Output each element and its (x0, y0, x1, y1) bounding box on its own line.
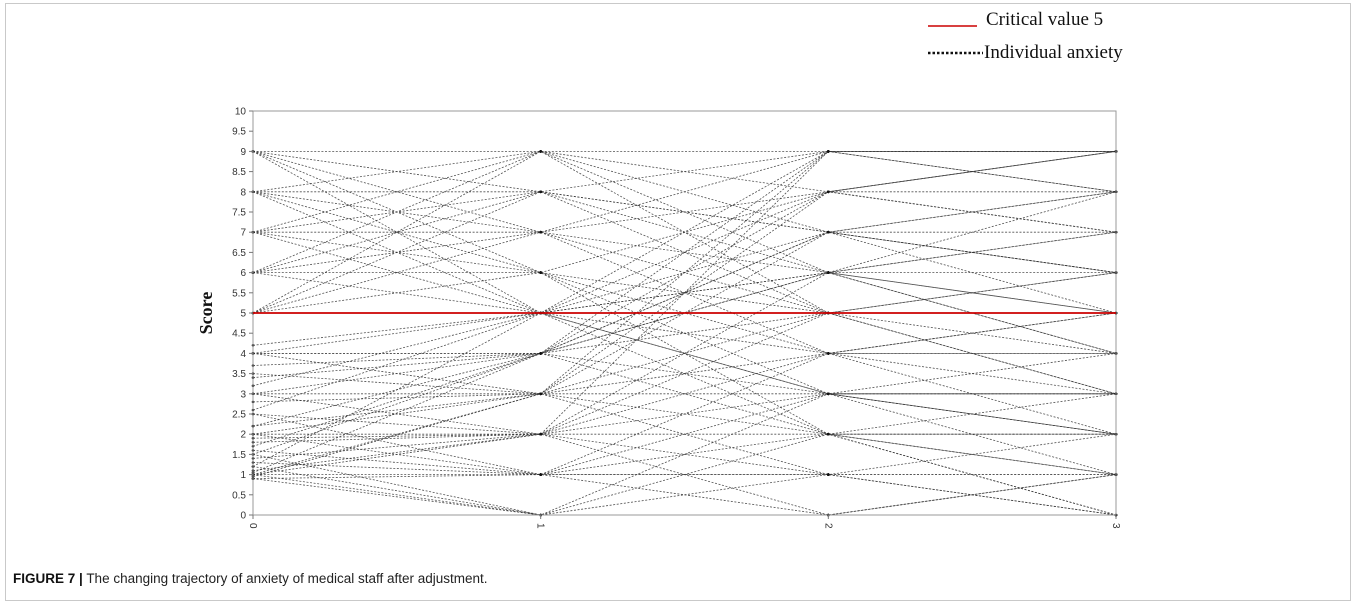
y-tick-label: 0 (240, 511, 246, 522)
trajectory-point (539, 352, 542, 355)
figure-caption-label: FIGURE 7 | (13, 571, 83, 586)
trajectory-point (827, 230, 830, 234)
trajectory-line (252, 466, 1117, 516)
trajectory-line (252, 312, 1117, 435)
trajectory-line (252, 413, 1116, 435)
trajectory-line (252, 231, 1117, 475)
trajectory-point (827, 392, 830, 396)
y-tick-label: 3 (240, 389, 246, 400)
y-tick-label: 7.5 (232, 208, 246, 219)
trajectory-point (539, 271, 542, 274)
trajectory-point (539, 230, 542, 234)
trajectory-line (252, 272, 1117, 427)
trajectory-line (252, 413, 1116, 516)
x-tick-label: 1 (535, 523, 546, 529)
trajectory-line (252, 454, 1116, 516)
y-tick-label: 9 (240, 147, 246, 158)
y-tick-label: 4 (240, 349, 246, 360)
y-tick-label: 8.5 (232, 167, 246, 178)
y-tick-label: 5.5 (232, 288, 246, 299)
y-tick-label: 2.5 (232, 410, 246, 421)
trajectory-point (539, 392, 542, 396)
trajectory-point (539, 473, 542, 476)
plot-layer (251, 150, 1118, 517)
y-tick-label: 10 (235, 107, 247, 118)
trajectory-line (252, 191, 1117, 459)
y-tick-label: 8 (240, 187, 246, 198)
y-tick-label: 3.5 (232, 369, 246, 380)
y-tick-label: 6.5 (232, 248, 246, 259)
y-tick-label: 2 (240, 430, 246, 441)
trajectory-point (827, 473, 830, 476)
trajectory-point (827, 271, 830, 274)
trajectory-line (252, 312, 1117, 471)
legend: Critical value 5 Individual anxiety (928, 9, 1123, 63)
trajectory-line (253, 312, 1117, 435)
y-tick-label: 9.5 (232, 127, 246, 138)
trajectory-line (253, 151, 1117, 233)
x-tick-label: 0 (247, 523, 258, 529)
trajectory-point (827, 150, 830, 153)
y-axis-label: Score (196, 292, 216, 335)
legend-critical-label: Critical value 5 (986, 9, 1103, 30)
trajectory-point (539, 432, 542, 436)
y-tick-label: 5 (240, 309, 246, 320)
trajectory-line (252, 231, 1116, 378)
trajectory-line (252, 272, 1116, 346)
legend-individual-label: Individual anxiety (984, 42, 1123, 63)
y-tick-label: 1.5 (232, 450, 246, 461)
trajectory-line (252, 151, 1117, 427)
axis-layer: 0 0.5 1 1.5 2 2.5 3 3.5 4 4.5 5 5.5 6 6.5 7 7.5 8 8.5 9 9.5… (232, 107, 1121, 530)
trajectory-point (827, 432, 830, 436)
trajectory-line (252, 393, 1117, 476)
trajectory-line (252, 191, 1117, 467)
figure-frame (5, 3, 1351, 601)
trajectory-line (252, 150, 1116, 455)
x-tick-label: 3 (1110, 523, 1121, 529)
y-tick-label: 6 (240, 268, 246, 279)
y-tick-label: 1 (240, 470, 246, 481)
trajectory-point (827, 352, 830, 355)
trajectory-line (252, 150, 1116, 477)
trajectory-line (252, 150, 1117, 314)
y-tick-label: 4.5 (232, 329, 246, 340)
figure-caption: FIGURE 7 | The changing trajectory of an… (13, 571, 488, 586)
trajectory-point (539, 190, 542, 194)
chart: 0 0.5 1 1.5 2 2.5 3 3.5 4 4.5 5 5.5 6 6.5 7 7.5 8 8.5 9 9.5… (196, 9, 1123, 530)
x-tick-label: 2 (822, 523, 833, 529)
y-tick-label: 7 (240, 228, 246, 239)
figure-caption-text: The changing trajectory of anxiety of me… (86, 571, 488, 586)
trajectory-point (827, 190, 830, 194)
y-tick-label: 0.5 (232, 490, 246, 501)
trajectory-line (252, 352, 1116, 395)
trajectory-line (253, 312, 1116, 354)
trajectory-line (252, 433, 1117, 516)
trajectory-line (252, 312, 1117, 479)
trajectory-point (539, 150, 542, 153)
trajectory-line (252, 151, 1117, 473)
trajectory-line (252, 393, 1116, 516)
